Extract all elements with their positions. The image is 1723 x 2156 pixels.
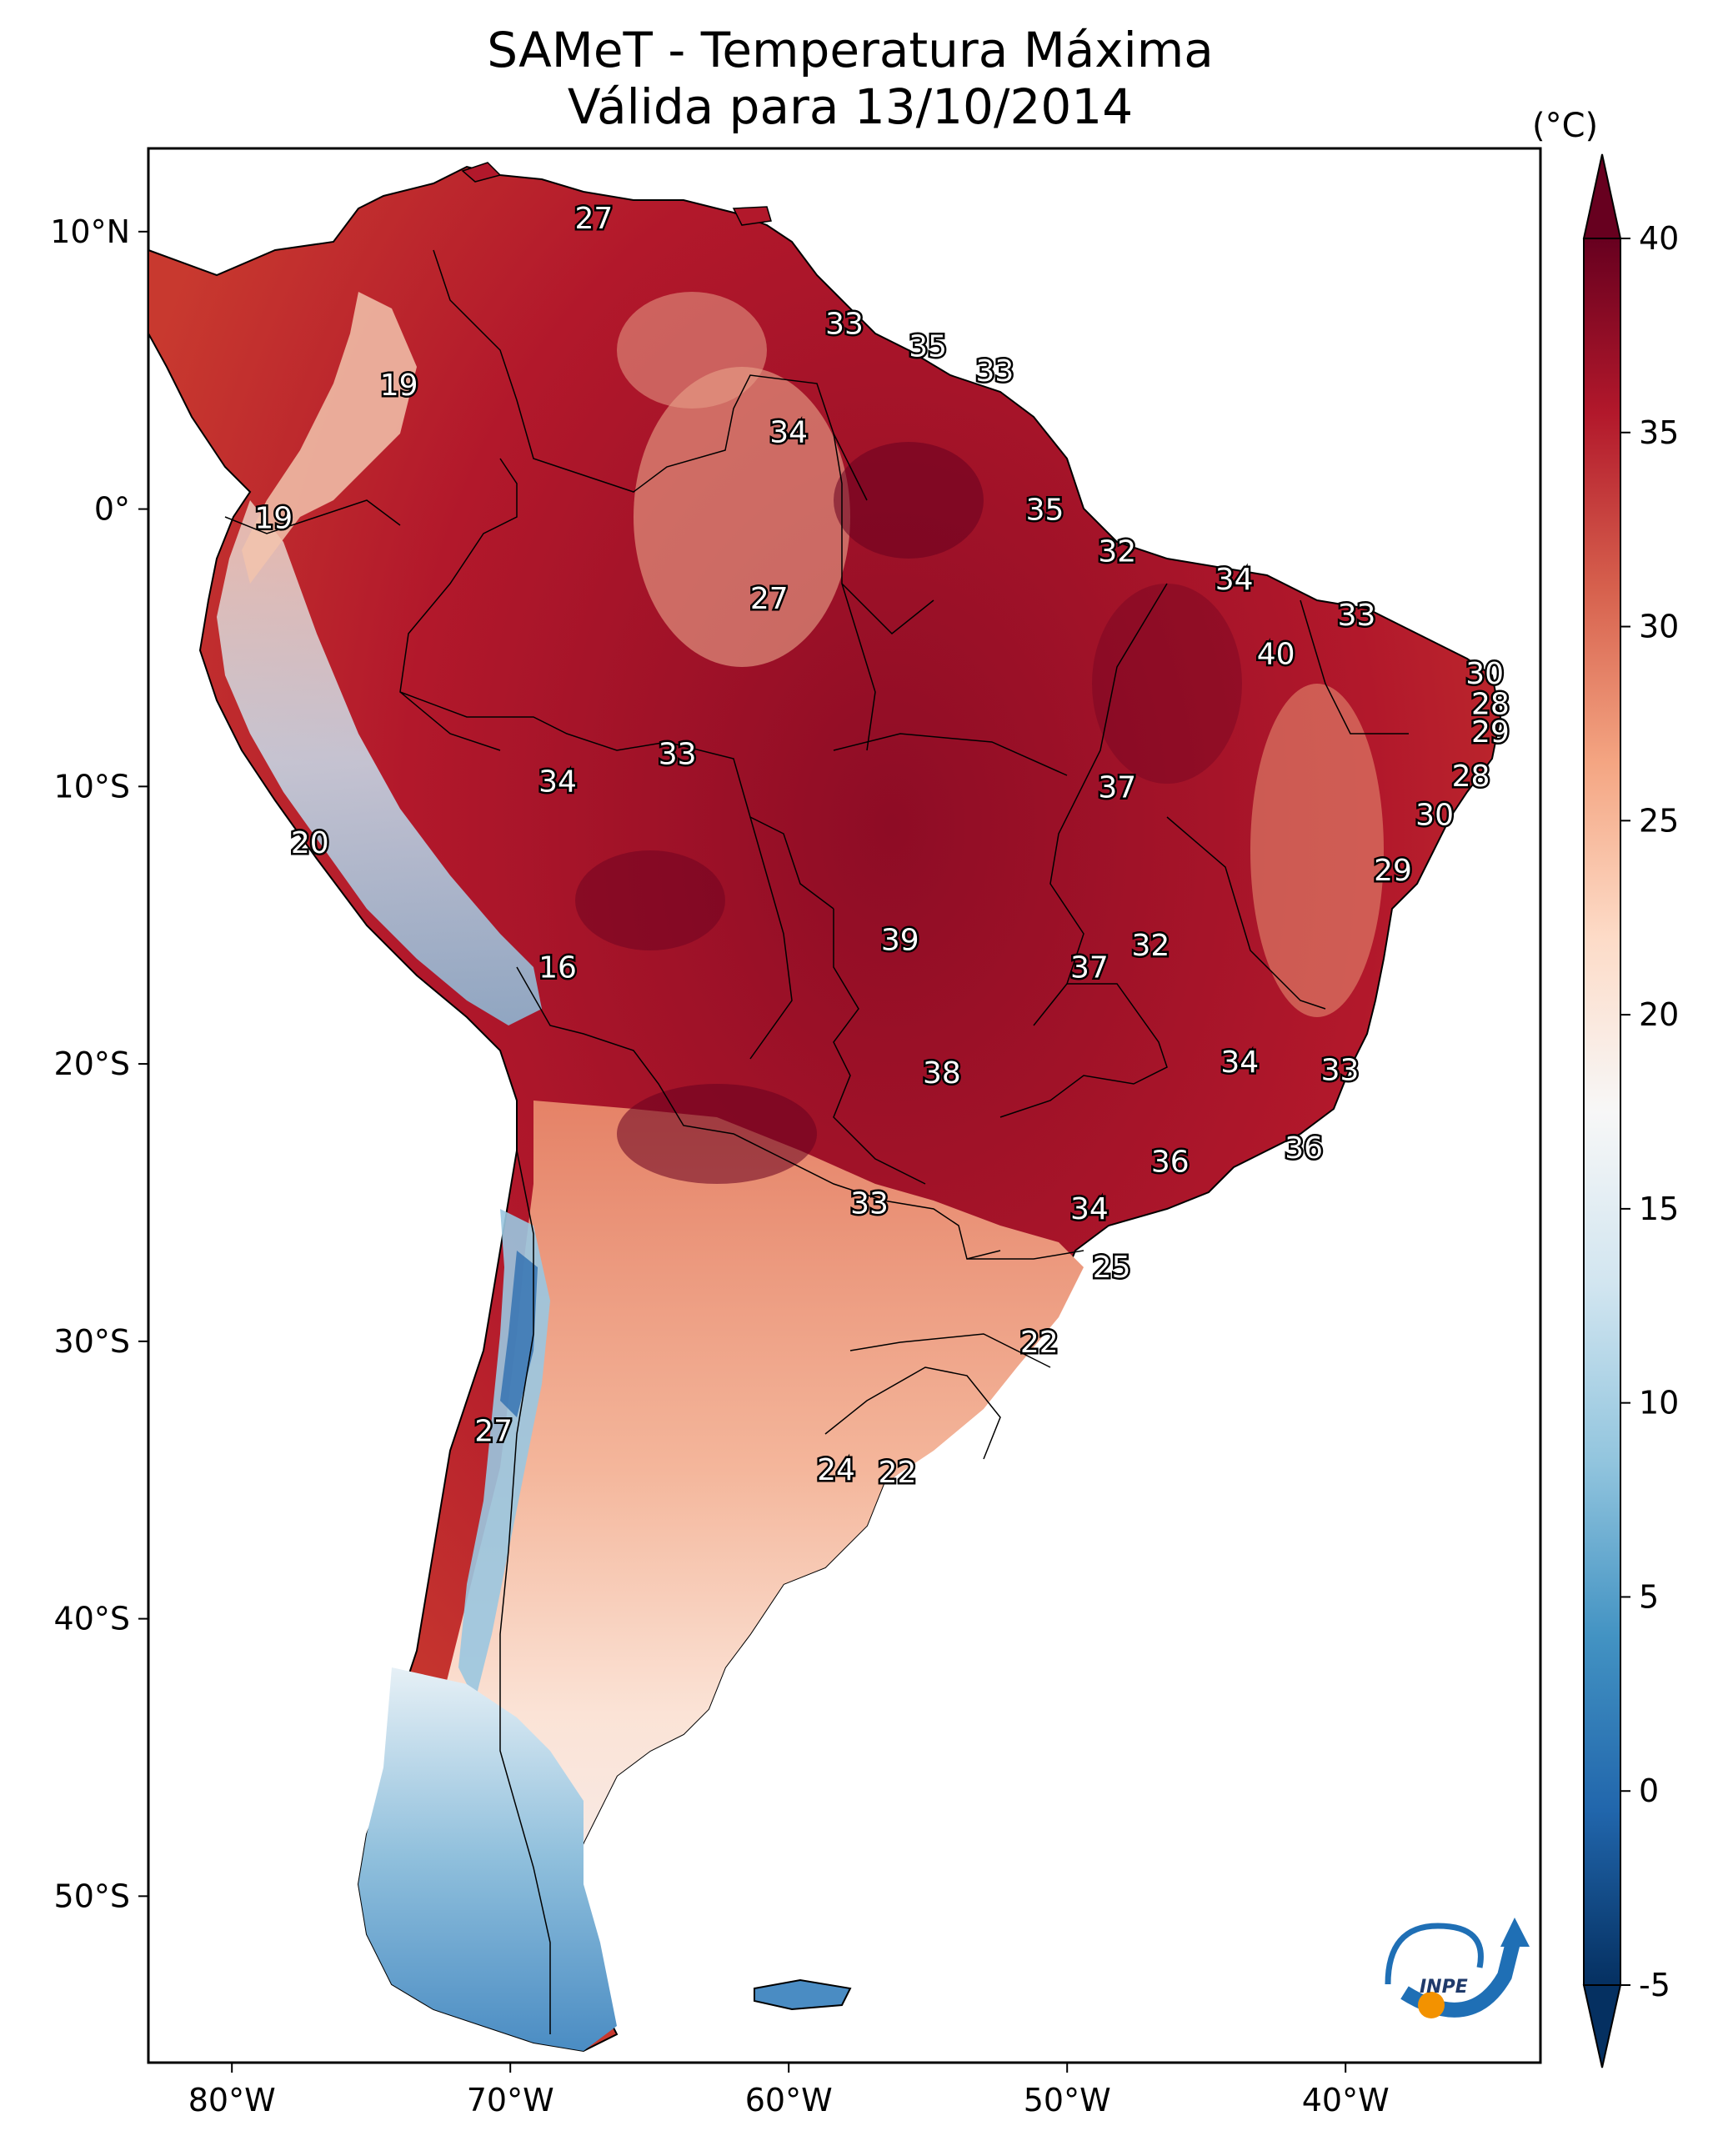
lat-tick-label: 40°S — [54, 1601, 130, 1637]
station-temperature-label: 34 — [769, 415, 808, 449]
lat-tick-label: 0° — [94, 491, 130, 528]
station-temperature-label: 30 — [1465, 657, 1504, 691]
colorbar-tick-label: 0 — [1639, 1772, 1659, 1809]
colorbar-tick-label: 10 — [1639, 1385, 1679, 1421]
lat-tick-label: 20°S — [54, 1045, 130, 1082]
colorbar-min-extend — [1582, 1984, 1622, 2068]
station-temperature-label: 36 — [1151, 1146, 1190, 1180]
station-temperature-label: 37 — [1098, 770, 1136, 805]
station-temperature-label: 24 — [817, 1453, 855, 1487]
station-temperature-label: 29 — [1471, 715, 1510, 750]
colorbar-max-extend — [1582, 153, 1622, 239]
station-temperature-label: 22 — [879, 1456, 917, 1490]
station-temperature-label: 27 — [574, 202, 613, 236]
lon-tick-label: 80°W — [188, 2082, 276, 2118]
station-temperature-label: 32 — [1098, 534, 1136, 569]
station-temperature-label: 35 — [1026, 494, 1064, 528]
station-temperature-label: 28 — [1471, 688, 1510, 722]
station-temperature-label: 33 — [825, 308, 864, 342]
station-temperature-label: 34 — [1215, 563, 1254, 597]
station-temperature-label: 22 — [1020, 1326, 1059, 1360]
map-subtitle: Válida para 13/10/2014 — [567, 78, 1134, 135]
map-title: SAMeT - Temperatura Máxima — [487, 22, 1214, 78]
station-temperature-label: 34 — [1220, 1045, 1259, 1080]
colorbar-tick-label: 20 — [1639, 996, 1679, 1033]
lon-tick-label: 40°W — [1302, 2082, 1390, 2118]
lat-tick-label: 10°S — [54, 768, 130, 805]
station-temperature-label: 27 — [474, 1414, 513, 1448]
station-temperature-label: 28 — [1452, 760, 1490, 794]
station-temperature-label: 25 — [1093, 1251, 1131, 1285]
station-temperature-label: 29 — [1374, 854, 1412, 888]
lon-tick-label: 50°W — [1024, 2082, 1111, 2118]
station-temperature-label: 35 — [909, 329, 947, 364]
continent-fill — [148, 162, 1502, 2053]
lat-tick-label: 10°N — [50, 213, 130, 250]
station-temperature-label: 19 — [380, 369, 418, 403]
inpe-logo: INPE — [1385, 1918, 1530, 2018]
colorbar-tick-label: 5 — [1639, 1578, 1659, 1615]
station-temperature-label: 33 — [1338, 599, 1376, 633]
station-temperature-label: 34 — [538, 765, 577, 800]
colorbar-tick-label: 40 — [1639, 220, 1679, 257]
colorbar-tick-label: 30 — [1639, 609, 1679, 645]
colorbar-tick-label: 35 — [1639, 414, 1679, 451]
station-temperature-label: 34 — [1070, 1192, 1109, 1226]
station-temperature-label: 40 — [1257, 638, 1295, 672]
colorbar-unit: (°C) — [1532, 107, 1599, 145]
station-temperature-label: 32 — [1131, 929, 1170, 963]
station-temperature-label: 33 — [975, 354, 1014, 389]
station-temperature-label: 36 — [1285, 1131, 1323, 1166]
axis-ticks: 10°N 0° 10°S 20°S 30°S 40°S 50°S 80°W 70°W 60°W 50… — [50, 213, 1389, 2118]
lat-tick-label: 50°S — [54, 1878, 130, 1914]
colorbar-tick-label: -5 — [1639, 1967, 1670, 2003]
colorbar-tick-label: 25 — [1639, 802, 1679, 839]
country-borders — [224, 249, 1409, 2034]
colorbar-tick-label: 15 — [1639, 1191, 1679, 1227]
station-temperature-label: 20 — [291, 826, 329, 860]
station-temperature-label: 33 — [1321, 1054, 1360, 1088]
station-temperature-label: 16 — [538, 951, 577, 985]
colorbar: 40 35 30 25 20 15 10 5 0 -5 — [1582, 153, 1679, 2068]
station-temperature-label: 27 — [750, 582, 789, 616]
lon-tick-label: 70°W — [467, 2082, 554, 2118]
inpe-logo-text: INPE — [1420, 1977, 1468, 1998]
station-temperature-label: 30 — [1415, 799, 1454, 833]
station-temperature-label: 19 — [254, 502, 293, 536]
station-temperature-label: 33 — [850, 1186, 889, 1221]
station-temperature-label: 33 — [659, 737, 697, 771]
lat-tick-label: 30°S — [54, 1323, 130, 1360]
station-temperature-label: 38 — [923, 1056, 961, 1091]
lon-tick-label: 60°W — [745, 2082, 833, 2118]
station-temperature-label: 37 — [1070, 951, 1109, 985]
station-temperature-label: 39 — [881, 923, 919, 957]
